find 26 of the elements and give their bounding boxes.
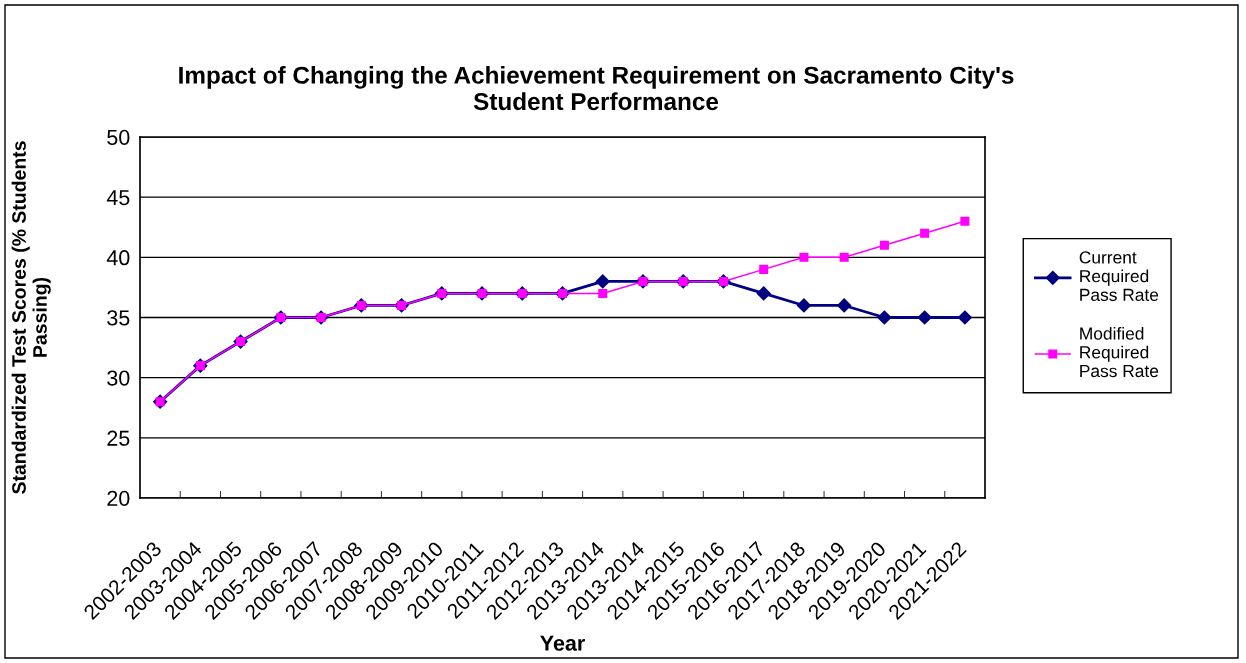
x-axis-title: Year [540,635,585,651]
legend-label: Current Required Pass Rate [1079,251,1159,301]
point [879,240,889,250]
legend-label: Modified Required Pass Rate [1080,326,1159,378]
chart-title: Impact of Changing the Achievement Requirement on Sacramento City's Student Performance [179,66,1014,111]
point [877,310,892,325]
y-axis-title: Standardized Test Scores (% Students Passing) [11,141,51,494]
point [920,228,930,238]
point [759,264,769,274]
y-tick-label: 40 [106,250,130,266]
point [837,298,852,313]
y-tick-label: 35 [107,310,130,326]
point [960,216,970,226]
point [595,274,610,289]
point [799,252,809,262]
y-tick-label: 30 [107,370,130,386]
y-tick-label: 50 [107,129,130,146]
point [796,298,812,313]
point [756,286,771,301]
y-tick-label: 20 [107,490,130,507]
y-tick-label: 45 [106,190,130,206]
point [917,310,932,325]
y-tick-label: 25 [107,430,130,446]
point [957,310,972,325]
point [839,252,849,262]
point [598,288,608,298]
